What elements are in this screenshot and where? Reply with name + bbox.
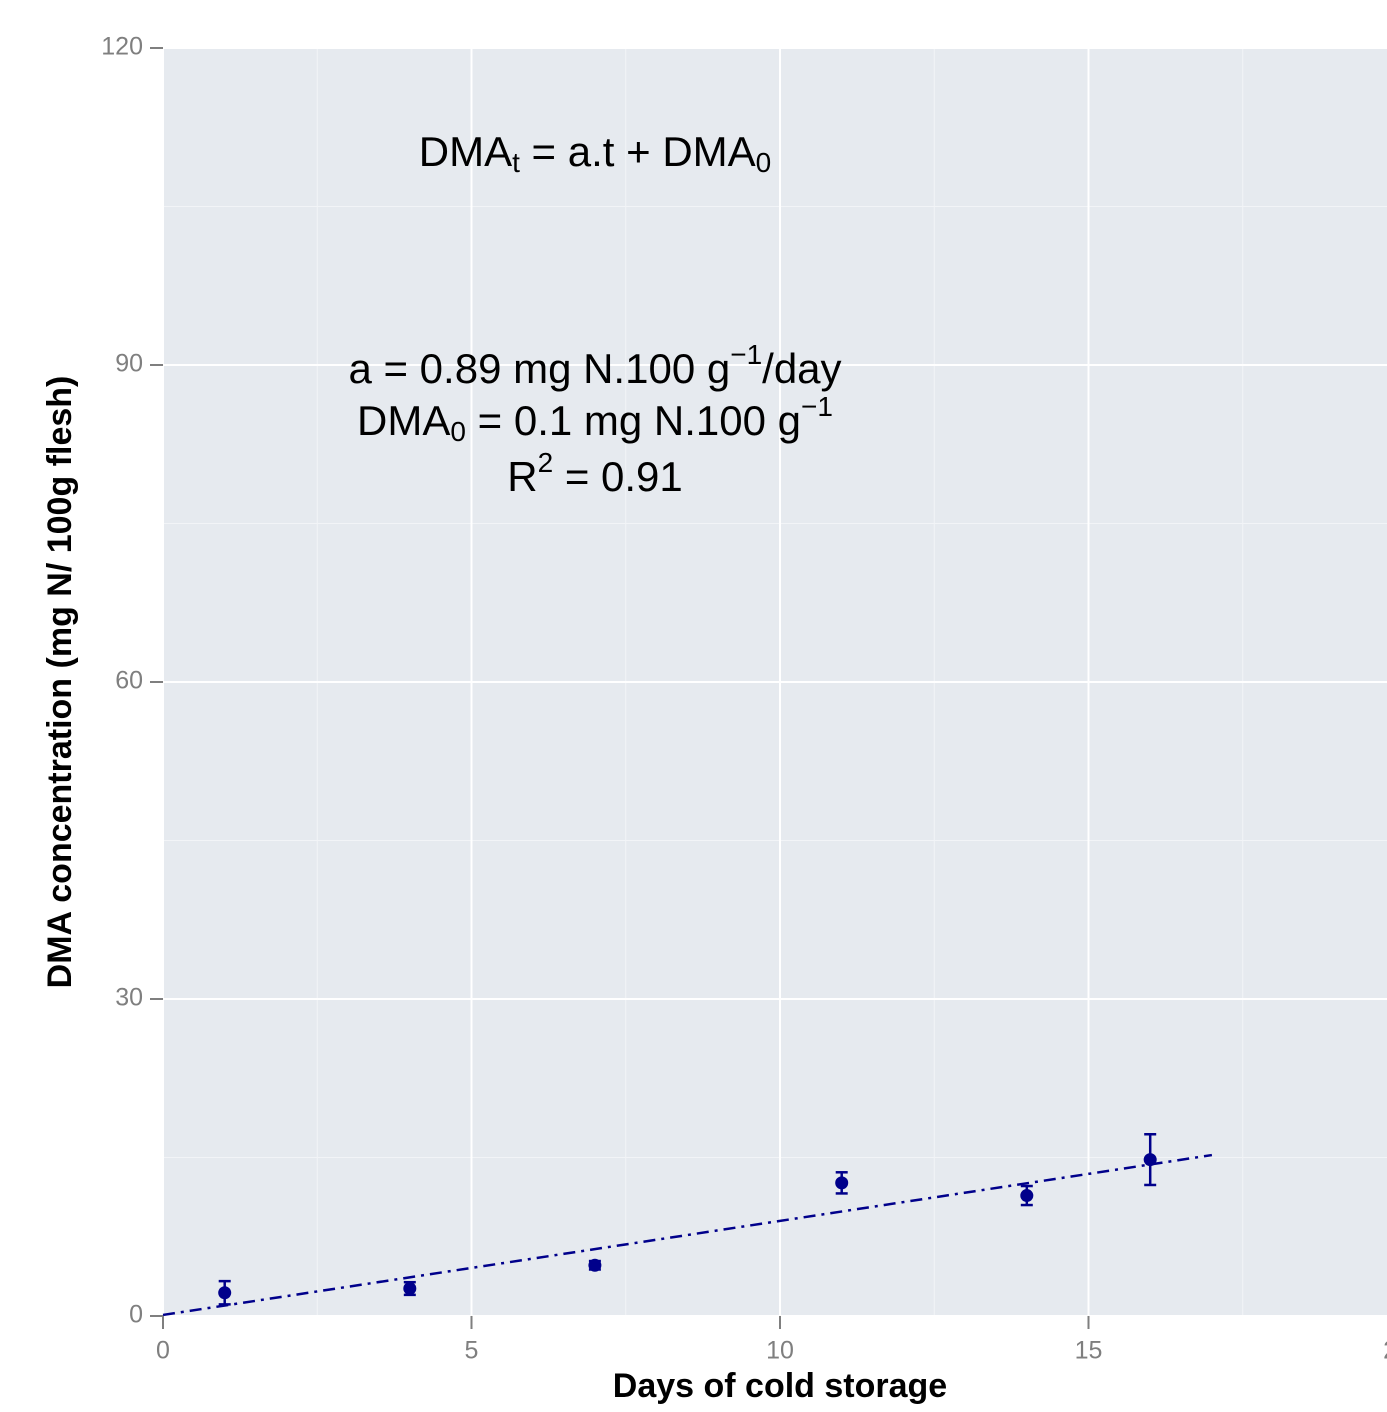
- marks: [162, 1133, 1213, 1317]
- slope-annotation: a = 0.89 mg N.100 g−1/day: [348, 339, 841, 392]
- y-tick-label: 0: [129, 1301, 143, 1329]
- equation: DMAt = a.t + DMA0: [419, 128, 771, 178]
- x-tick-label: 10: [766, 1337, 794, 1365]
- x-tick-label: 20: [1383, 1337, 1387, 1365]
- y-tick-label: 60: [115, 667, 143, 695]
- point: [218, 1286, 232, 1300]
- fit-line: [162, 1153, 1213, 1317]
- intercept-annotation: DMA0 = 0.1 mg N.100 g−1: [357, 391, 833, 447]
- x-tick-label: 5: [465, 1337, 479, 1365]
- x-tick-label: 0: [156, 1337, 170, 1365]
- point: [1020, 1189, 1034, 1203]
- r-squared-annotation: R2 = 0.91: [507, 447, 683, 500]
- point: [588, 1258, 602, 1272]
- y-tick-label: 30: [115, 984, 143, 1012]
- y-axis-title: DMA concentration (mg N/ 100g flesh): [41, 376, 79, 989]
- y-tick-label: 120: [101, 33, 143, 61]
- x-axis-title: Days of cold storage: [613, 1367, 947, 1405]
- y-tick-label: 90: [115, 350, 143, 378]
- point: [835, 1176, 849, 1190]
- point: [403, 1282, 417, 1296]
- x-tick-label: 15: [1075, 1337, 1103, 1365]
